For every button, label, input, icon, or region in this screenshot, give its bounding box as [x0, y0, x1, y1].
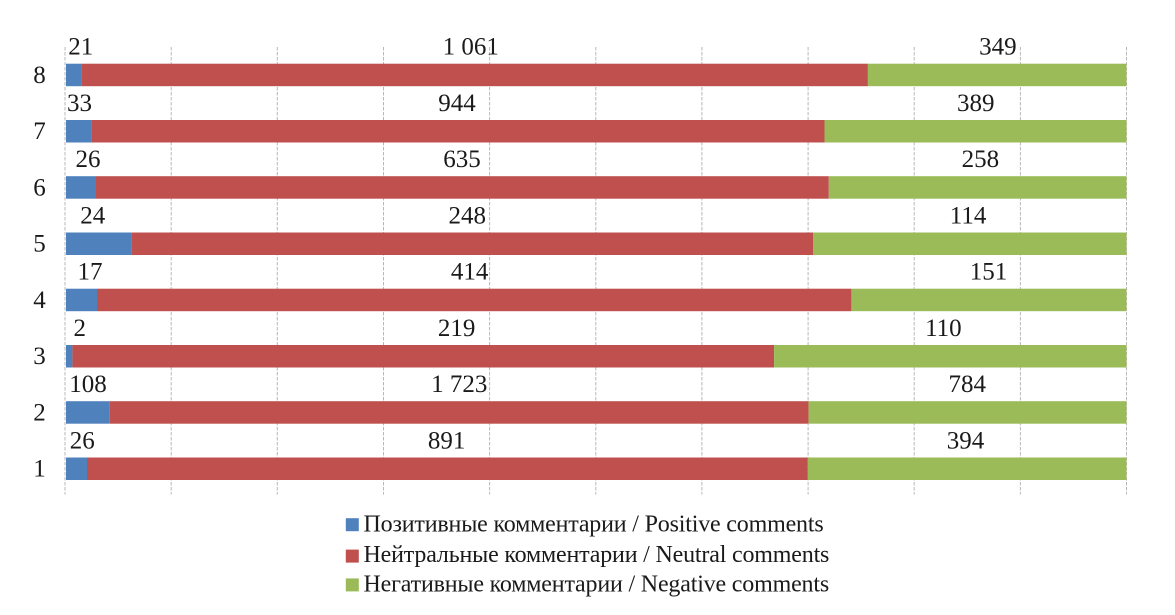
svg-text:944: 944	[438, 90, 476, 117]
svg-text:7: 7	[33, 118, 46, 145]
svg-text:Негативные комментарии / Negat: Негативные комментарии / Negative commen…	[364, 572, 830, 598]
svg-text:26: 26	[76, 146, 101, 173]
svg-text:219: 219	[438, 315, 476, 342]
svg-text:3: 3	[33, 343, 46, 370]
svg-text:5: 5	[33, 231, 46, 258]
svg-text:891: 891	[428, 428, 466, 455]
svg-text:389: 389	[957, 90, 995, 117]
svg-text:108: 108	[69, 371, 107, 398]
svg-text:24: 24	[80, 203, 106, 230]
svg-text:258: 258	[962, 146, 1000, 173]
svg-text:394: 394	[947, 428, 985, 455]
svg-text:248: 248	[449, 203, 487, 230]
svg-text:8: 8	[33, 62, 46, 89]
svg-text:1 061: 1 061	[443, 34, 499, 61]
svg-text:635: 635	[443, 146, 481, 173]
svg-text:Позитивные комментарии / Posit: Позитивные комментарии / Positive commen…	[364, 511, 824, 537]
svg-text:26: 26	[70, 428, 95, 455]
svg-text:151: 151	[970, 259, 1008, 286]
svg-text:Нейтральные комментарии / Neut: Нейтральные комментарии / Neutral commen…	[364, 542, 830, 568]
svg-text:114: 114	[950, 203, 987, 230]
svg-text:21: 21	[68, 34, 93, 61]
svg-text:414: 414	[451, 259, 489, 286]
svg-text:2: 2	[33, 399, 46, 426]
svg-text:33: 33	[67, 90, 92, 117]
svg-text:6: 6	[33, 174, 46, 201]
svg-text:1 723: 1 723	[431, 371, 487, 398]
svg-text:784: 784	[948, 371, 986, 398]
svg-text:349: 349	[979, 34, 1017, 61]
svg-text:110: 110	[925, 315, 962, 342]
svg-text:2: 2	[73, 315, 86, 342]
svg-text:1: 1	[33, 456, 46, 483]
svg-text:4: 4	[33, 287, 46, 314]
svg-text:17: 17	[78, 259, 103, 286]
